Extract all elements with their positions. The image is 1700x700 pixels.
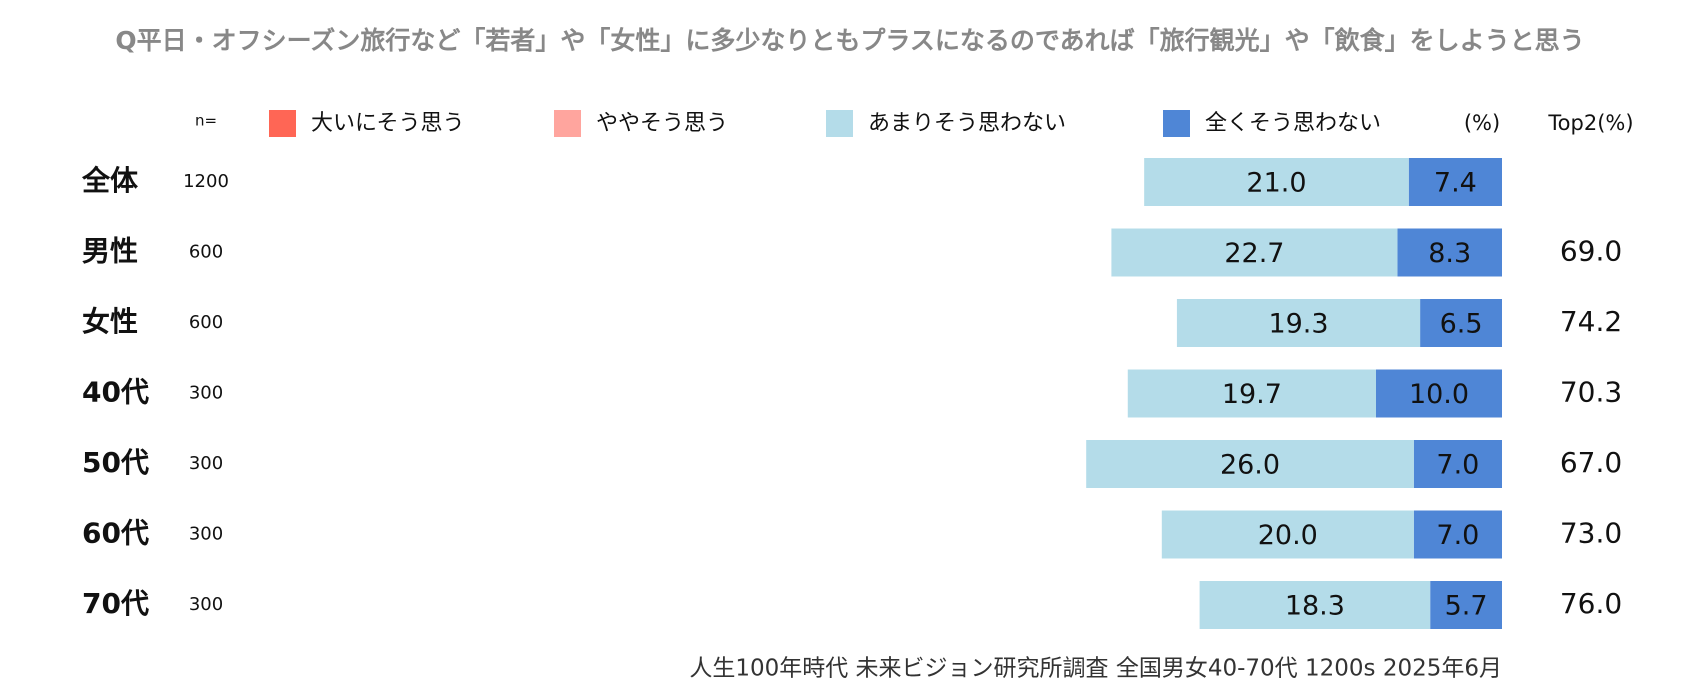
chart-title: Q平日・オフシーズン旅行など「若者」や「女性」に多少なりともプラスになるのであれ… [115, 26, 1584, 55]
value-label: 19.3 [1268, 309, 1328, 340]
bar-segment [1144, 158, 1409, 206]
row-label: 60代 [82, 517, 149, 550]
value-label: 22.7 [1224, 238, 1284, 269]
n-value: 600 [189, 312, 223, 333]
row-label: 女性 [82, 305, 138, 338]
bar-segment [1397, 228, 1502, 277]
top2-value: 69.0 [1560, 235, 1622, 268]
value-label: 18.3 [1285, 591, 1345, 622]
bar-segment [1376, 369, 1502, 418]
value-label: 10.0 [1409, 379, 1469, 410]
n-value: 300 [189, 453, 223, 474]
legend-label: 大いにそう思う [311, 111, 465, 136]
top2-header: Top2(%) [1547, 111, 1633, 135]
top2-value: 76.0 [1560, 587, 1622, 620]
bar-segment [1176, 299, 1421, 347]
value-label: 5.7 [1445, 591, 1488, 622]
bar-segment [1413, 440, 1502, 488]
value-label: 7.0 [1436, 520, 1479, 551]
bar-segment [1111, 228, 1398, 277]
row-label: 70代 [82, 587, 149, 620]
value-label: 8.3 [1428, 238, 1471, 269]
n-value: 300 [189, 594, 223, 615]
legend-swatch [826, 110, 853, 137]
row-label: 40代 [82, 376, 149, 409]
bar-segment [1086, 440, 1414, 488]
top2-value: 67.0 [1560, 446, 1622, 479]
legend-label: 全くそう思わない [1205, 111, 1381, 136]
legend-swatch [554, 110, 581, 137]
top2-value: 73.0 [1560, 517, 1622, 550]
value-label: 20.0 [1258, 520, 1318, 551]
top2-value: 74.2 [1560, 305, 1622, 338]
n-value: 300 [189, 524, 223, 545]
unit-label: (%) [1464, 111, 1500, 135]
bar-segment [1408, 158, 1502, 206]
bar-segment [1430, 581, 1502, 629]
n-value: 300 [189, 383, 223, 404]
bar-segment [1161, 510, 1414, 559]
row-label: 全体 [81, 164, 139, 197]
bar-segment [1127, 369, 1376, 418]
legend-label: あまりそう思わない [868, 111, 1066, 136]
n-value: 600 [189, 242, 223, 263]
n-value: 1200 [183, 171, 229, 192]
n-label: n= [195, 112, 217, 130]
value-label: 7.4 [1434, 168, 1477, 199]
value-label: 6.5 [1440, 309, 1483, 340]
legend-swatch [1163, 110, 1190, 137]
legend-swatch [269, 110, 296, 137]
value-label: 7.0 [1436, 450, 1479, 481]
value-label: 19.7 [1222, 379, 1282, 410]
bar-segment [1420, 299, 1502, 347]
top2-value: 70.3 [1560, 376, 1622, 409]
legend-label: ややそう思う [596, 111, 728, 136]
value-label: 26.0 [1220, 450, 1280, 481]
bar-segment [1199, 581, 1431, 629]
value-label: 21.0 [1246, 168, 1306, 199]
footnote: 人生100年時代 未来ビジョン研究所調査 全国男女40-70代 1200s 20… [689, 656, 1502, 682]
row-label: 50代 [82, 446, 149, 479]
row-label: 男性 [82, 235, 138, 268]
bar-segment [1413, 510, 1502, 559]
